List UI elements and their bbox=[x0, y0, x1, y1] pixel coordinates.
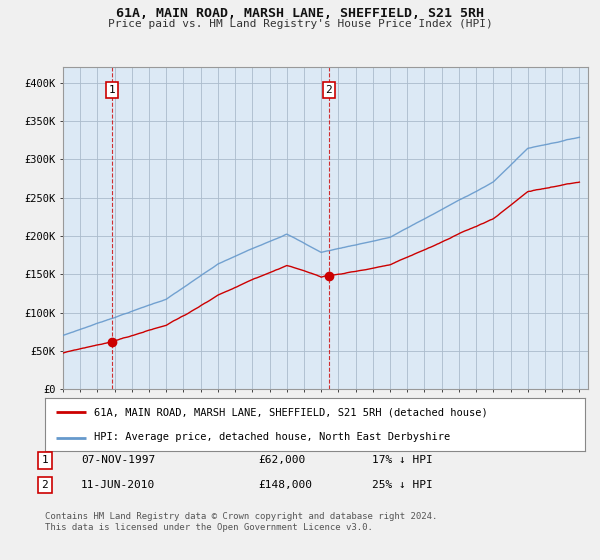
Text: £62,000: £62,000 bbox=[258, 455, 305, 465]
Text: 1: 1 bbox=[109, 85, 115, 95]
Text: £148,000: £148,000 bbox=[258, 480, 312, 490]
Text: Price paid vs. HM Land Registry's House Price Index (HPI): Price paid vs. HM Land Registry's House … bbox=[107, 19, 493, 29]
Text: HPI: Average price, detached house, North East Derbyshire: HPI: Average price, detached house, Nort… bbox=[94, 432, 450, 442]
Text: 61A, MAIN ROAD, MARSH LANE, SHEFFIELD, S21 5RH (detached house): 61A, MAIN ROAD, MARSH LANE, SHEFFIELD, S… bbox=[94, 408, 487, 418]
Text: Contains HM Land Registry data © Crown copyright and database right 2024.
This d: Contains HM Land Registry data © Crown c… bbox=[45, 512, 437, 532]
Text: 07-NOV-1997: 07-NOV-1997 bbox=[81, 455, 155, 465]
Text: 61A, MAIN ROAD, MARSH LANE, SHEFFIELD, S21 5RH: 61A, MAIN ROAD, MARSH LANE, SHEFFIELD, S… bbox=[116, 7, 484, 20]
Text: 25% ↓ HPI: 25% ↓ HPI bbox=[372, 480, 433, 490]
Text: 17% ↓ HPI: 17% ↓ HPI bbox=[372, 455, 433, 465]
Text: 2: 2 bbox=[41, 480, 49, 490]
Text: 1: 1 bbox=[41, 455, 49, 465]
Text: 11-JUN-2010: 11-JUN-2010 bbox=[81, 480, 155, 490]
Text: 2: 2 bbox=[325, 85, 332, 95]
